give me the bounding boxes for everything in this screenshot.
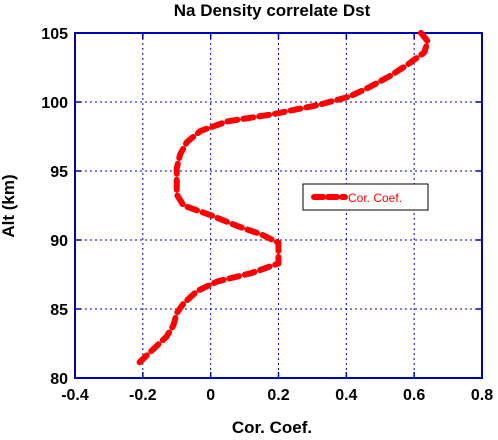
legend: Cor. Coef. — [302, 183, 429, 211]
y-tick-label: 80 — [50, 371, 68, 388]
x-axis-label: Cor. Coef. — [232, 418, 312, 437]
x-tick-label: -0.2 — [129, 387, 157, 404]
x-tick-label: 0.4 — [335, 387, 357, 404]
y-axis-label: Alt (km) — [0, 174, 18, 237]
x-tick-label: 0.8 — [471, 387, 493, 404]
x-tick-label: 0.2 — [267, 387, 289, 404]
y-tick-label: 85 — [50, 302, 68, 319]
y-tick-label: 95 — [50, 164, 68, 181]
y-tick-label: 105 — [41, 26, 68, 43]
legend-label: Cor. Coef. — [348, 191, 402, 205]
series-line — [133, 30, 431, 369]
y-tick-label: 90 — [50, 233, 68, 250]
tick-label-layer: -0.4 -0.2 0 0.2 0.4 0.6 0.8 80 85 90 95 100 105 — [41, 26, 493, 404]
x-tick-label: 0.6 — [403, 387, 425, 404]
series-layer — [133, 30, 431, 369]
x-tick-label: -0.4 — [61, 387, 89, 404]
y-tick-label: 100 — [41, 95, 68, 112]
axes-layer — [74, 32, 483, 379]
chart-title: Na Density correlate Dst — [174, 1, 371, 20]
x-tick-label: 0 — [206, 387, 215, 404]
